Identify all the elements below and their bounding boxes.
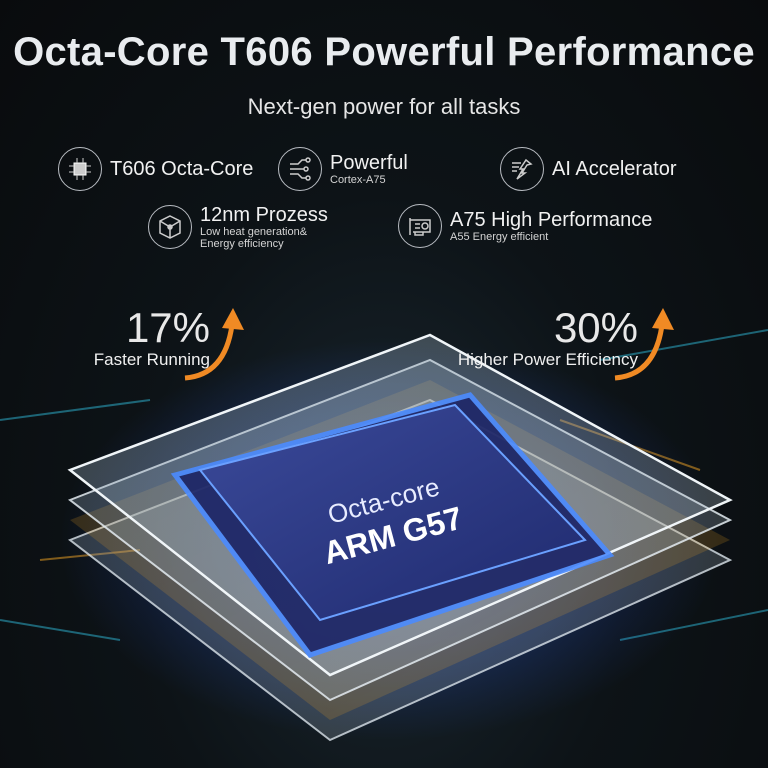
page-title: Octa-Core T606 Powerful Performance <box>13 30 755 74</box>
stat-power-efficiency: 30% Higher Power Efficiency <box>420 306 638 370</box>
feature-title: A75 High Performance <box>450 209 653 231</box>
feature-title: 12nm Prozess <box>200 204 328 226</box>
stat-value: 30% <box>553 304 638 351</box>
feature-subtitle: Cortex-A75 <box>330 174 386 186</box>
stat-faster-running: 17% Faster Running <box>70 306 210 370</box>
orange-arrow-left <box>184 324 235 381</box>
chip-top-face <box>198 403 587 622</box>
stat-label: Faster Running <box>93 350 210 369</box>
feature-title: AI Accelerator <box>552 158 677 180</box>
feature-subtitle: Low heat generation& <box>200 226 308 238</box>
stat-value: 17% <box>125 304 210 351</box>
feature-title: T606 Octa-Core <box>110 158 254 180</box>
feature-t606: T606 Octa-Core <box>58 147 253 191</box>
graphics-card-icon <box>398 204 442 248</box>
circuit-icon <box>278 147 322 191</box>
orange-arrow-right <box>614 324 665 381</box>
cpu-chip-icon <box>58 147 102 191</box>
cube-network-icon <box>148 205 192 249</box>
stat-label: Higher Power Efficiency <box>457 350 638 369</box>
page-subtitle: Next-gen power for all tasks <box>247 94 521 119</box>
feature-powerful: Powerful Cortex-A75 <box>278 147 408 191</box>
feature-a75: A75 High Performance A55 Energy efficient <box>398 204 652 248</box>
ai-accelerator-arrow-icon <box>500 147 544 191</box>
feature-12nm: 12nm Prozess Low heat generation& Energy e… <box>148 204 328 250</box>
feature-title: Powerful <box>330 152 408 174</box>
feature-ai-accelerator: AI Accelerator <box>500 147 677 191</box>
feature-subtitle: A55 Energy efficient <box>450 231 549 243</box>
feature-subtitle-2: Energy efficiency <box>200 238 284 250</box>
